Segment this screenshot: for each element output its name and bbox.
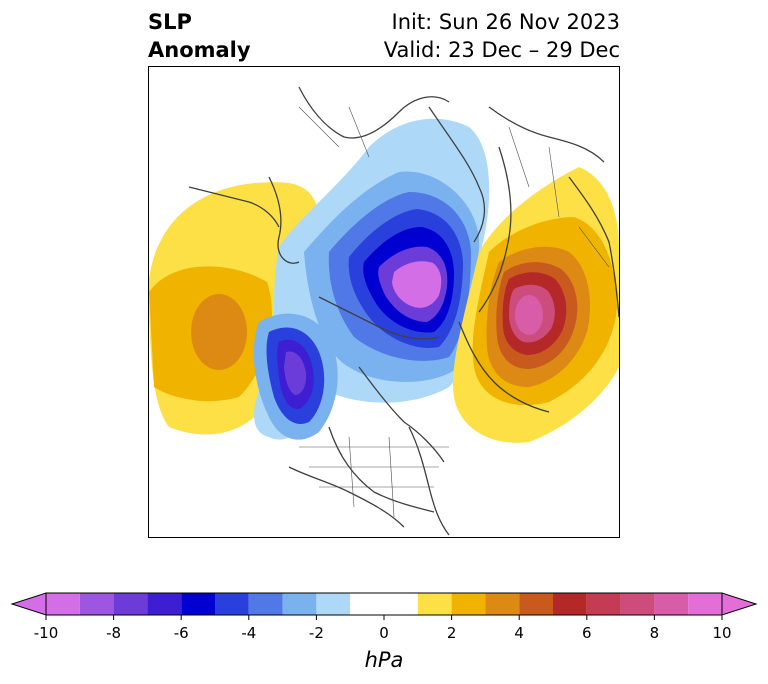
colorbar-level-3 bbox=[147, 593, 182, 615]
colorbar-level-15 bbox=[586, 593, 621, 615]
colorbar-level-8 bbox=[316, 593, 351, 615]
colorbar-level-14 bbox=[553, 593, 587, 615]
colorbar-level-13 bbox=[519, 593, 553, 615]
colorbar-level-18 bbox=[688, 593, 722, 615]
political-borders bbox=[298, 106, 610, 518]
title-block-right: Init: Sun 26 Nov 2023 Valid: 23 Dec – 29… bbox=[384, 8, 620, 64]
colorbar-level-11 bbox=[451, 593, 486, 615]
colorbar-level-17 bbox=[654, 593, 689, 615]
colorbar-tick-label: -8 bbox=[106, 624, 122, 642]
slp-anomaly-map bbox=[148, 66, 620, 538]
colorbar-tick-label: 10 bbox=[712, 624, 732, 642]
colorbar bbox=[10, 592, 758, 620]
negative-anomaly-pacific bbox=[253, 313, 338, 440]
colorbar-level-7 bbox=[282, 593, 317, 615]
colorbar-level-6 bbox=[248, 593, 283, 615]
colorbar-tick-label: -2 bbox=[308, 624, 324, 642]
colorbar-tick-label: -10 bbox=[33, 624, 59, 642]
colorbar-extend-low bbox=[10, 592, 47, 616]
colorbar-level-1 bbox=[79, 593, 114, 615]
init-date: Init: Sun 26 Nov 2023 bbox=[391, 10, 620, 34]
colorbar-level-0 bbox=[46, 593, 80, 615]
colorbar-level-12 bbox=[485, 593, 520, 615]
colorbar-level-4 bbox=[181, 593, 215, 615]
colorbar-unit: hPa bbox=[364, 648, 404, 672]
colorbar-extend-high bbox=[721, 592, 758, 616]
colorbar-level-5 bbox=[215, 593, 249, 615]
title-field: SLP bbox=[148, 10, 192, 34]
colorbar-tick-label: 6 bbox=[582, 624, 592, 642]
colorbar-level-9 bbox=[350, 593, 418, 615]
colorbar-tick-label: 4 bbox=[514, 624, 524, 642]
colorbar-tick-label: -6 bbox=[173, 624, 189, 642]
colorbar-tick-label: 8 bbox=[649, 624, 660, 642]
colorbar-level-10 bbox=[417, 593, 452, 615]
colorbar-tick-label: 0 bbox=[379, 624, 389, 642]
colorbar-tick-label: 2 bbox=[446, 624, 457, 642]
colorbar-level-16 bbox=[620, 593, 655, 615]
positive-anomaly-eurasia bbox=[453, 167, 619, 443]
colorbar-tick-label: -4 bbox=[241, 624, 257, 642]
title-block-left: SLP Anomaly bbox=[148, 8, 251, 64]
valid-range: Valid: 23 Dec – 29 Dec bbox=[383, 38, 620, 62]
title-type: Anomaly bbox=[148, 38, 251, 62]
map-canvas bbox=[149, 67, 619, 537]
coastlines bbox=[188, 86, 619, 536]
colorbar-level-2 bbox=[113, 593, 148, 615]
